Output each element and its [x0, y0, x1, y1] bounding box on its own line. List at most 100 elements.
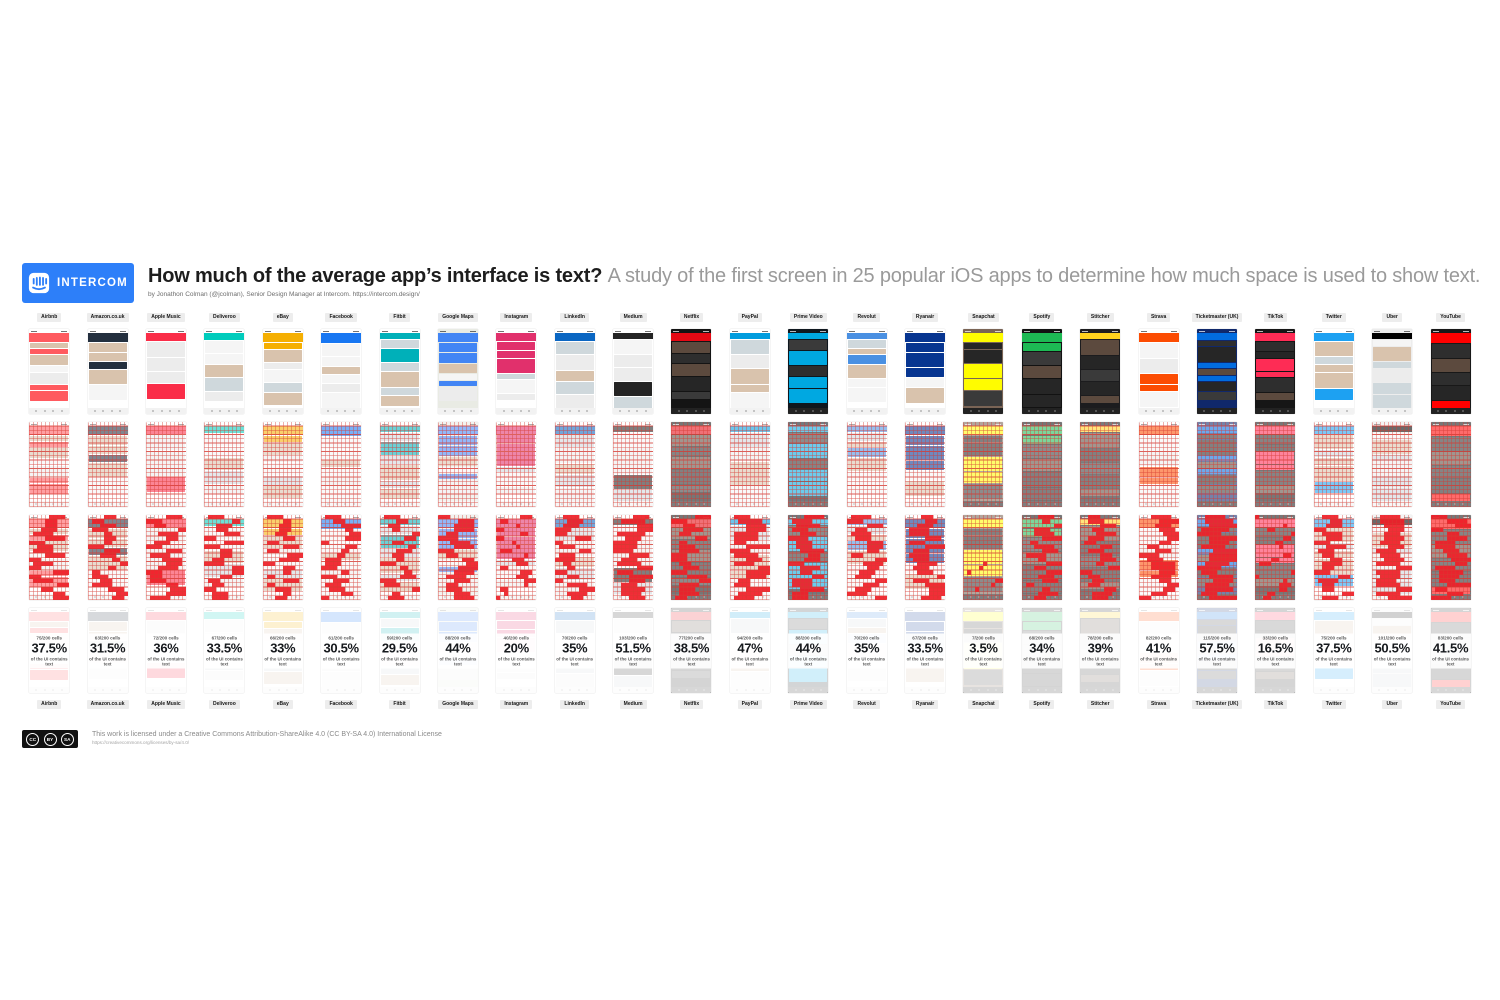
phone-screenshot: 33/200 cells 16.5% of the UI contains text: [1255, 608, 1296, 693]
cells-count: 70/200 cells: [853, 635, 880, 640]
content-block: [205, 392, 244, 401]
tab-bar: [1313, 408, 1354, 414]
percent-value: 39%: [1087, 640, 1113, 655]
content-block: [30, 385, 69, 390]
app-result-card: 67/200 cells 33.5% of the UI contains text: [204, 608, 245, 693]
app-name-label-bottom: Google Maps: [438, 700, 478, 709]
app-result-card: 40/200 cells 20% of the UI contains text: [496, 608, 537, 693]
content-block: [730, 369, 769, 384]
cells-count: 77/200 cells: [678, 635, 705, 640]
app-header-band: [554, 333, 595, 341]
app-name-label: Medium: [619, 313, 647, 322]
stats-caption: of the UI contains text: [556, 656, 594, 666]
phone-screenshot: 70/200 cells 35% of the UI contains text: [846, 608, 887, 693]
content-block: [1314, 373, 1353, 388]
content-block: [614, 340, 653, 354]
stats-caption: of the UI contains text: [264, 656, 302, 666]
measurement-grid-overlay: [145, 422, 186, 507]
content-block: [847, 388, 886, 402]
app-name-label: Uber: [1382, 313, 1402, 322]
measurement-grid-overlay: [321, 422, 362, 507]
phone-screenshot: 63/200 cells 31.5% of the UI contains text: [87, 608, 128, 693]
content-block: [263, 370, 302, 382]
app-screenshot-original: [1255, 329, 1296, 414]
app-screenshot-grid-overlay: [613, 422, 654, 507]
phone-screenshot: 75/200 cells 37.5% of the UI contains text: [29, 608, 70, 693]
app-result-card: 82/200 cells 41% of the UI contains text: [1138, 608, 1179, 693]
phone-screenshot: [613, 329, 654, 414]
tab-bar: [963, 408, 1004, 414]
measurement-grid-overlay: [554, 422, 595, 507]
content-block: [1198, 369, 1236, 375]
app-column: Apple Music 72/200 cells 36% of the UI con…: [137, 313, 195, 709]
intercom-logo-text: INTERCOM: [57, 277, 128, 289]
app-screenshot-original: [846, 329, 887, 414]
content-block: [30, 355, 69, 365]
content-block: [1373, 369, 1412, 382]
content-block: [1198, 363, 1236, 368]
content-block: [1256, 378, 1295, 392]
app-screenshot-text-cells-highlighted: [1255, 515, 1296, 600]
measurement-grid-overlay: [1080, 422, 1121, 507]
cells-count: 68/200 cells: [1029, 635, 1055, 640]
app-name-label: Netflix: [679, 313, 704, 322]
tab-bar: [496, 408, 537, 414]
content-block: [1256, 342, 1295, 351]
app-name-label: Revolut: [853, 313, 880, 322]
app-column: PayPal 94/200 cells 47% of the UI contains…: [721, 313, 779, 709]
phone-screenshot: [87, 515, 128, 600]
tab-bar: [613, 408, 654, 414]
content-block: [263, 350, 302, 362]
phone-screenshot: 70/200 cells 35% of the UI contains text: [554, 608, 595, 693]
tab-bar: [1197, 408, 1237, 414]
content-block: [438, 381, 477, 386]
app-name-label: Twitter: [1321, 313, 1346, 322]
stats-caption: of the UI contains text: [89, 656, 126, 666]
content-block: [1139, 374, 1178, 384]
app-name-label-bottom: Netflix: [679, 700, 704, 709]
app-screenshot-text-cells-highlighted: [788, 515, 829, 600]
content-block: [789, 340, 828, 350]
tab-bar: [1255, 408, 1296, 414]
app-result-card: 77/200 cells 38.5% of the UI contains text: [671, 608, 712, 693]
content-block: [847, 365, 886, 378]
tab-bar: [554, 408, 595, 414]
measurement-grid-overlay: [905, 515, 946, 600]
percent-value: 34%: [1029, 640, 1055, 655]
percent-value: 57.5%: [1199, 640, 1235, 655]
phone-screenshot: 66/200 cells 33% of the UI contains text: [262, 608, 303, 693]
stats-caption: of the UI contains text: [1315, 656, 1353, 666]
phone-screenshot: [379, 329, 420, 414]
content-block: [614, 382, 653, 396]
percent-value: 37.5%: [31, 640, 68, 655]
measurement-grid-overlay: [1430, 515, 1471, 600]
content-block: [555, 382, 594, 394]
phone-screenshot: [437, 329, 478, 414]
app-result-card: 66/200 cells 33% of the UI contains text: [262, 608, 303, 693]
content-block: [1314, 357, 1353, 364]
content-block: [88, 385, 127, 400]
stats-block: 82/200 cells 41% of the UI contains text: [1138, 633, 1179, 668]
tab-bar: [379, 408, 420, 414]
app-name-label: Prime Video: [789, 313, 827, 322]
status-bar: [380, 329, 420, 333]
app-screenshot-text-cells-highlighted: [905, 515, 946, 600]
stats-caption: of the UI contains text: [439, 656, 477, 666]
app-screenshot-grid-overlay: [1080, 422, 1121, 507]
app-result-card: 83/200 cells 41.5% of the UI contains text: [1430, 608, 1471, 693]
tab-bar: [204, 408, 245, 414]
content-block: [1431, 344, 1470, 358]
phone-screenshot: [671, 515, 712, 600]
content-block: [964, 379, 1003, 390]
stats-block: 115/200 cells 57.5% of the UI contains tex…: [1197, 633, 1237, 668]
measurement-grid-overlay: [613, 422, 654, 507]
app-result-card: 70/200 cells 35% of the UI contains text: [554, 608, 595, 693]
content-block: [964, 343, 1003, 349]
tab-bar: [1021, 408, 1062, 414]
stats-caption: of the UI contains text: [147, 656, 185, 666]
app-result-card: 70/200 cells 35% of the UI contains text: [846, 608, 887, 693]
measurement-grid-overlay: [1021, 422, 1062, 507]
measurement-grid-overlay: [496, 422, 537, 507]
app-screenshot-grid-overlay: [1313, 422, 1354, 507]
content-block: [964, 364, 1003, 378]
